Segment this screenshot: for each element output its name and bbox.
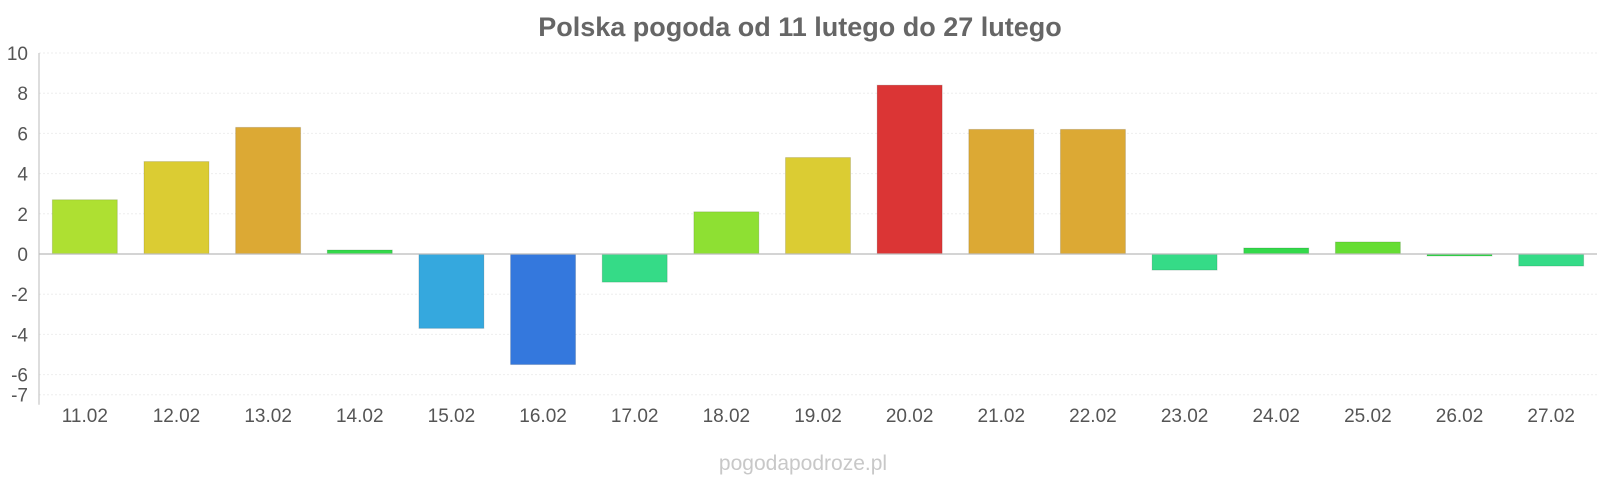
bar-25-02 [1334,241,1401,255]
y-tick-label: -6 [11,366,28,387]
y-axis-ticks: 10 8 6 4 2 0 -2 -4 -6-7 [7,44,29,407]
x-tick-label: 19.02 [794,406,842,427]
x-tick-label: 14.02 [336,406,384,427]
bar-27-02 [1518,253,1585,267]
axes [38,53,1597,405]
bar-24-02 [1243,247,1310,255]
x-tick-label: 21.02 [978,406,1026,427]
bar-13-02 [235,126,302,255]
x-tick-label: 11.02 [62,406,108,427]
x-tick-label: 13.02 [244,406,292,427]
bar-20-02 [876,84,943,255]
x-tick-label: 22.02 [1069,406,1117,427]
bar-15-02 [418,253,485,329]
bars [51,84,1585,366]
x-tick-label: 27.02 [1527,406,1575,427]
y-tick-label: 6 [17,124,28,145]
x-tick-label: 12.02 [153,406,201,427]
watermark: pogodapodroze.pl [719,452,887,475]
bar-17-02 [601,253,668,283]
y-tick-label: 10 [7,44,28,65]
bar-19-02 [785,157,851,255]
chart-title: Polska pogoda od 11 lutego do 27 lutego [538,12,1062,42]
y-tick-label: -7 [11,386,28,407]
bar-22-02 [1059,128,1126,255]
x-tick-label: 26.02 [1436,406,1484,427]
bar-16-02 [510,253,577,366]
x-tick-label: 18.02 [703,406,751,427]
x-tick-label: 24.02 [1252,406,1300,427]
y-tick-label: 2 [17,205,28,226]
x-tick-label: 20.02 [886,406,934,427]
x-tick-label: 15.02 [428,406,476,427]
x-tick-label: 17.02 [611,406,659,427]
bar-21-02 [968,128,1035,255]
y-tick-label: 8 [17,84,28,105]
x-axis-ticks: 11.02 12.02 13.02 14.02 15.02 16.02 17.02 18.02… [62,406,1575,427]
bar-11-02 [51,199,118,255]
y-tick-label: -4 [11,325,28,346]
x-tick-label: 16.02 [519,406,567,427]
x-tick-label: 23.02 [1161,406,1209,427]
x-tick-label: 25.02 [1344,406,1392,427]
y-tick-label: 4 [17,165,28,186]
bar-18-02 [693,211,760,255]
y-tick-label: -2 [11,285,28,306]
y-tick-label: 0 [17,245,28,266]
bar-23-02 [1151,253,1218,271]
bar-14-02 [326,249,393,255]
bar-12-02 [143,161,210,255]
